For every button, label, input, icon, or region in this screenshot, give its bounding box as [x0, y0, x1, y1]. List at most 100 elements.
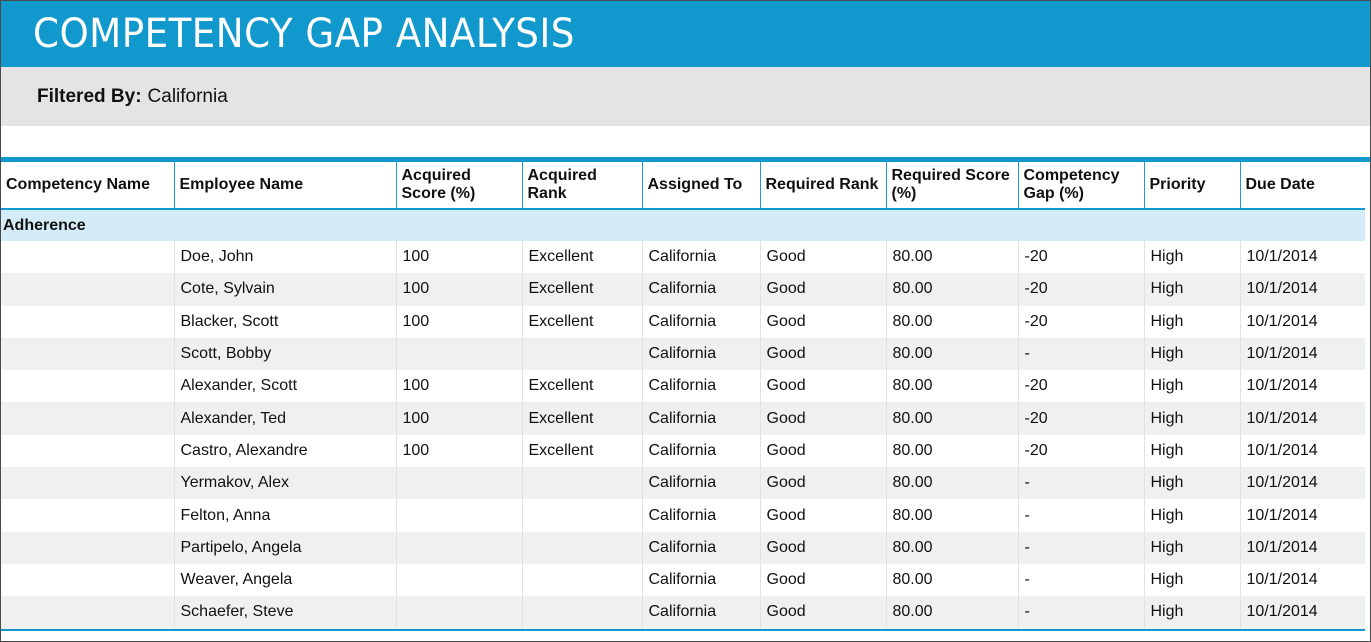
- cell-competency-name: [1, 467, 175, 500]
- cell-due-date: 10/1/2014: [1246, 571, 1318, 589]
- cell-assigned-to: California: [642, 596, 761, 629]
- cell-competency-gap: -20: [1018, 241, 1145, 274]
- cell-acquired-score: 100: [396, 402, 523, 435]
- cell-required-rank: Good: [760, 241, 887, 274]
- cell-employee-name: Cote, Sylvain: [174, 273, 397, 306]
- cell-priority: High: [1144, 370, 1241, 403]
- cell-acquired-score: [396, 563, 523, 597]
- col-header-employee-name[interactable]: Employee Name: [174, 162, 397, 210]
- cell-acquired-score: 100: [396, 305, 523, 338]
- cell-employee-name: Alexander, Ted: [174, 402, 397, 435]
- filter-bar: Filtered By: California: [1, 67, 1370, 126]
- cell-due-date: 10/1/2014: [1246, 312, 1318, 330]
- table-row[interactable]: Doe, John 100 Excellent California Good 80.00…: [1, 241, 1365, 274]
- group-name: Adherence: [1, 209, 1365, 241]
- cell-competency-gap: -20: [1018, 370, 1145, 403]
- table-header-row: Competency Name Employee Name Acquired S…: [1, 162, 1365, 210]
- table-row[interactable]: Partipelo, Angela California Good 80.00- Hig…: [1, 531, 1365, 564]
- cell-assigned-to: California: [642, 370, 761, 403]
- col-header-competency-name[interactable]: Competency Name: [1, 162, 175, 210]
- cell-priority: High: [1144, 337, 1241, 371]
- cell-required-rank: Good: [760, 467, 887, 500]
- col-header-required-rank[interactable]: Required Rank: [760, 162, 887, 210]
- table-row[interactable]: Cote, Sylvain 100 Excellent California Good 8…: [1, 273, 1365, 306]
- table-row[interactable]: Scott, Bobby California Good 80.00- High 10/1…: [1, 337, 1365, 371]
- table-row[interactable]: Castro, Alexandre 100 Excellent California G…: [1, 434, 1365, 468]
- cell-competency-gap: -: [1018, 596, 1145, 629]
- cell-assigned-to: California: [642, 531, 761, 564]
- table-row[interactable]: Alexander, Scott 100 Excellent California Go…: [1, 370, 1365, 403]
- col-header-acquired-score[interactable]: Acquired Score (%): [396, 162, 523, 210]
- cell-assigned-to: California: [642, 499, 761, 532]
- cell-required-score: 80.00: [886, 563, 1019, 597]
- cell-priority: High: [1144, 305, 1241, 338]
- cell-required-score: 80.00: [886, 531, 1019, 564]
- cell-employee-name: Alexander, Scott: [174, 370, 397, 403]
- table-row[interactable]: Weaver, Angela California Good 80.00- High 10…: [1, 563, 1365, 597]
- cell-required-score: 80.00: [886, 467, 1019, 500]
- cell-assigned-to: California: [642, 402, 761, 435]
- cell-assigned-to: California: [642, 467, 761, 500]
- cell-assigned-to: California: [642, 241, 761, 274]
- cell-acquired-score: [396, 499, 523, 532]
- cell-competency-gap: -20: [1018, 273, 1145, 306]
- cell-competency-gap: -20: [1018, 402, 1145, 435]
- cell-required-rank: Good: [760, 370, 887, 403]
- cell-competency-name: [1, 402, 175, 435]
- table-row[interactable]: Yermakov, Alex California Good 80.00- High 10…: [1, 467, 1365, 500]
- cell-required-score: 80.00: [886, 337, 1019, 371]
- report-title: COMPETENCY GAP ANALYSIS: [33, 11, 575, 57]
- cell-competency-name: [1, 434, 175, 468]
- cell-acquired-rank: Excellent: [522, 273, 643, 306]
- col-header-due-date[interactable]: Due Date: [1240, 162, 1365, 210]
- table-wrap: Competency Name Employee Name Acquired S…: [1, 157, 1370, 631]
- cell-priority: High: [1144, 434, 1241, 468]
- cell-employee-name: Scott, Bobby: [174, 337, 397, 371]
- table-row[interactable]: Felton, Anna California Good 80.00- High 10/1…: [1, 499, 1365, 532]
- filter-value: California: [147, 85, 228, 107]
- cell-employee-name: Castro, Alexandre: [174, 434, 397, 468]
- cell-due-date: 10/1/2014: [1240, 467, 1365, 500]
- cell-acquired-rank: [522, 531, 643, 564]
- table-bottom-line: [1, 628, 1365, 631]
- cell-priority: High: [1144, 273, 1241, 306]
- cell-required-score: 80.00: [886, 241, 1019, 274]
- cell-competency-name: [1, 499, 175, 532]
- cell-acquired-score: [396, 596, 523, 629]
- cell-required-rank: Good: [760, 596, 887, 629]
- cell-acquired-score: [396, 467, 523, 500]
- cell-acquired-rank: Excellent: [522, 434, 643, 468]
- cell-acquired-score: 100: [396, 434, 523, 468]
- cell-due-date: 10/1/2014: [1240, 273, 1365, 306]
- gap-table: Competency Name Employee Name Acquired S…: [1, 162, 1365, 629]
- cell-priority: High: [1144, 596, 1241, 629]
- table-row[interactable]: Alexander, Ted 100 Excellent California Good…: [1, 402, 1365, 435]
- col-header-assigned-to[interactable]: Assigned To: [642, 162, 761, 210]
- cell-competency-gap: -: [1018, 563, 1145, 597]
- col-header-competency-gap[interactable]: Competency Gap (%): [1018, 162, 1145, 210]
- cell-competency-name: [1, 337, 175, 371]
- table-row[interactable]: Blacker, Scott 100 Excellent California Good…: [1, 305, 1365, 338]
- cell-required-rank: Good: [760, 531, 887, 564]
- cell-employee-name: Felton, Anna: [174, 499, 397, 532]
- cell-due-date: 10/1/2014: [1246, 506, 1318, 524]
- cell-required-score: 80.00: [886, 305, 1019, 338]
- cell-employee-name: Partipelo, Angela: [174, 531, 397, 564]
- cell-acquired-score: [396, 337, 523, 371]
- cell-acquired-score: 100: [396, 273, 523, 306]
- cell-assigned-to: California: [642, 434, 761, 468]
- col-header-required-score[interactable]: Required Score (%): [886, 162, 1019, 210]
- cell-priority: High: [1144, 467, 1241, 500]
- cell-acquired-rank: [522, 596, 643, 629]
- cell-acquired-rank: [522, 563, 643, 597]
- cell-required-rank: Good: [760, 499, 887, 532]
- table-row[interactable]: Schaefer, Steve California Good 80.00- High 1…: [1, 596, 1365, 629]
- cell-required-score: 80.00: [886, 402, 1019, 435]
- cell-priority: High: [1144, 499, 1241, 532]
- cell-assigned-to: California: [642, 273, 761, 306]
- cell-competency-name: [1, 563, 175, 597]
- cell-employee-name: Blacker, Scott: [174, 305, 397, 338]
- cell-competency-gap: -: [1018, 499, 1145, 532]
- col-header-priority[interactable]: Priority: [1144, 162, 1241, 210]
- col-header-acquired-rank[interactable]: Acquired Rank: [522, 162, 643, 210]
